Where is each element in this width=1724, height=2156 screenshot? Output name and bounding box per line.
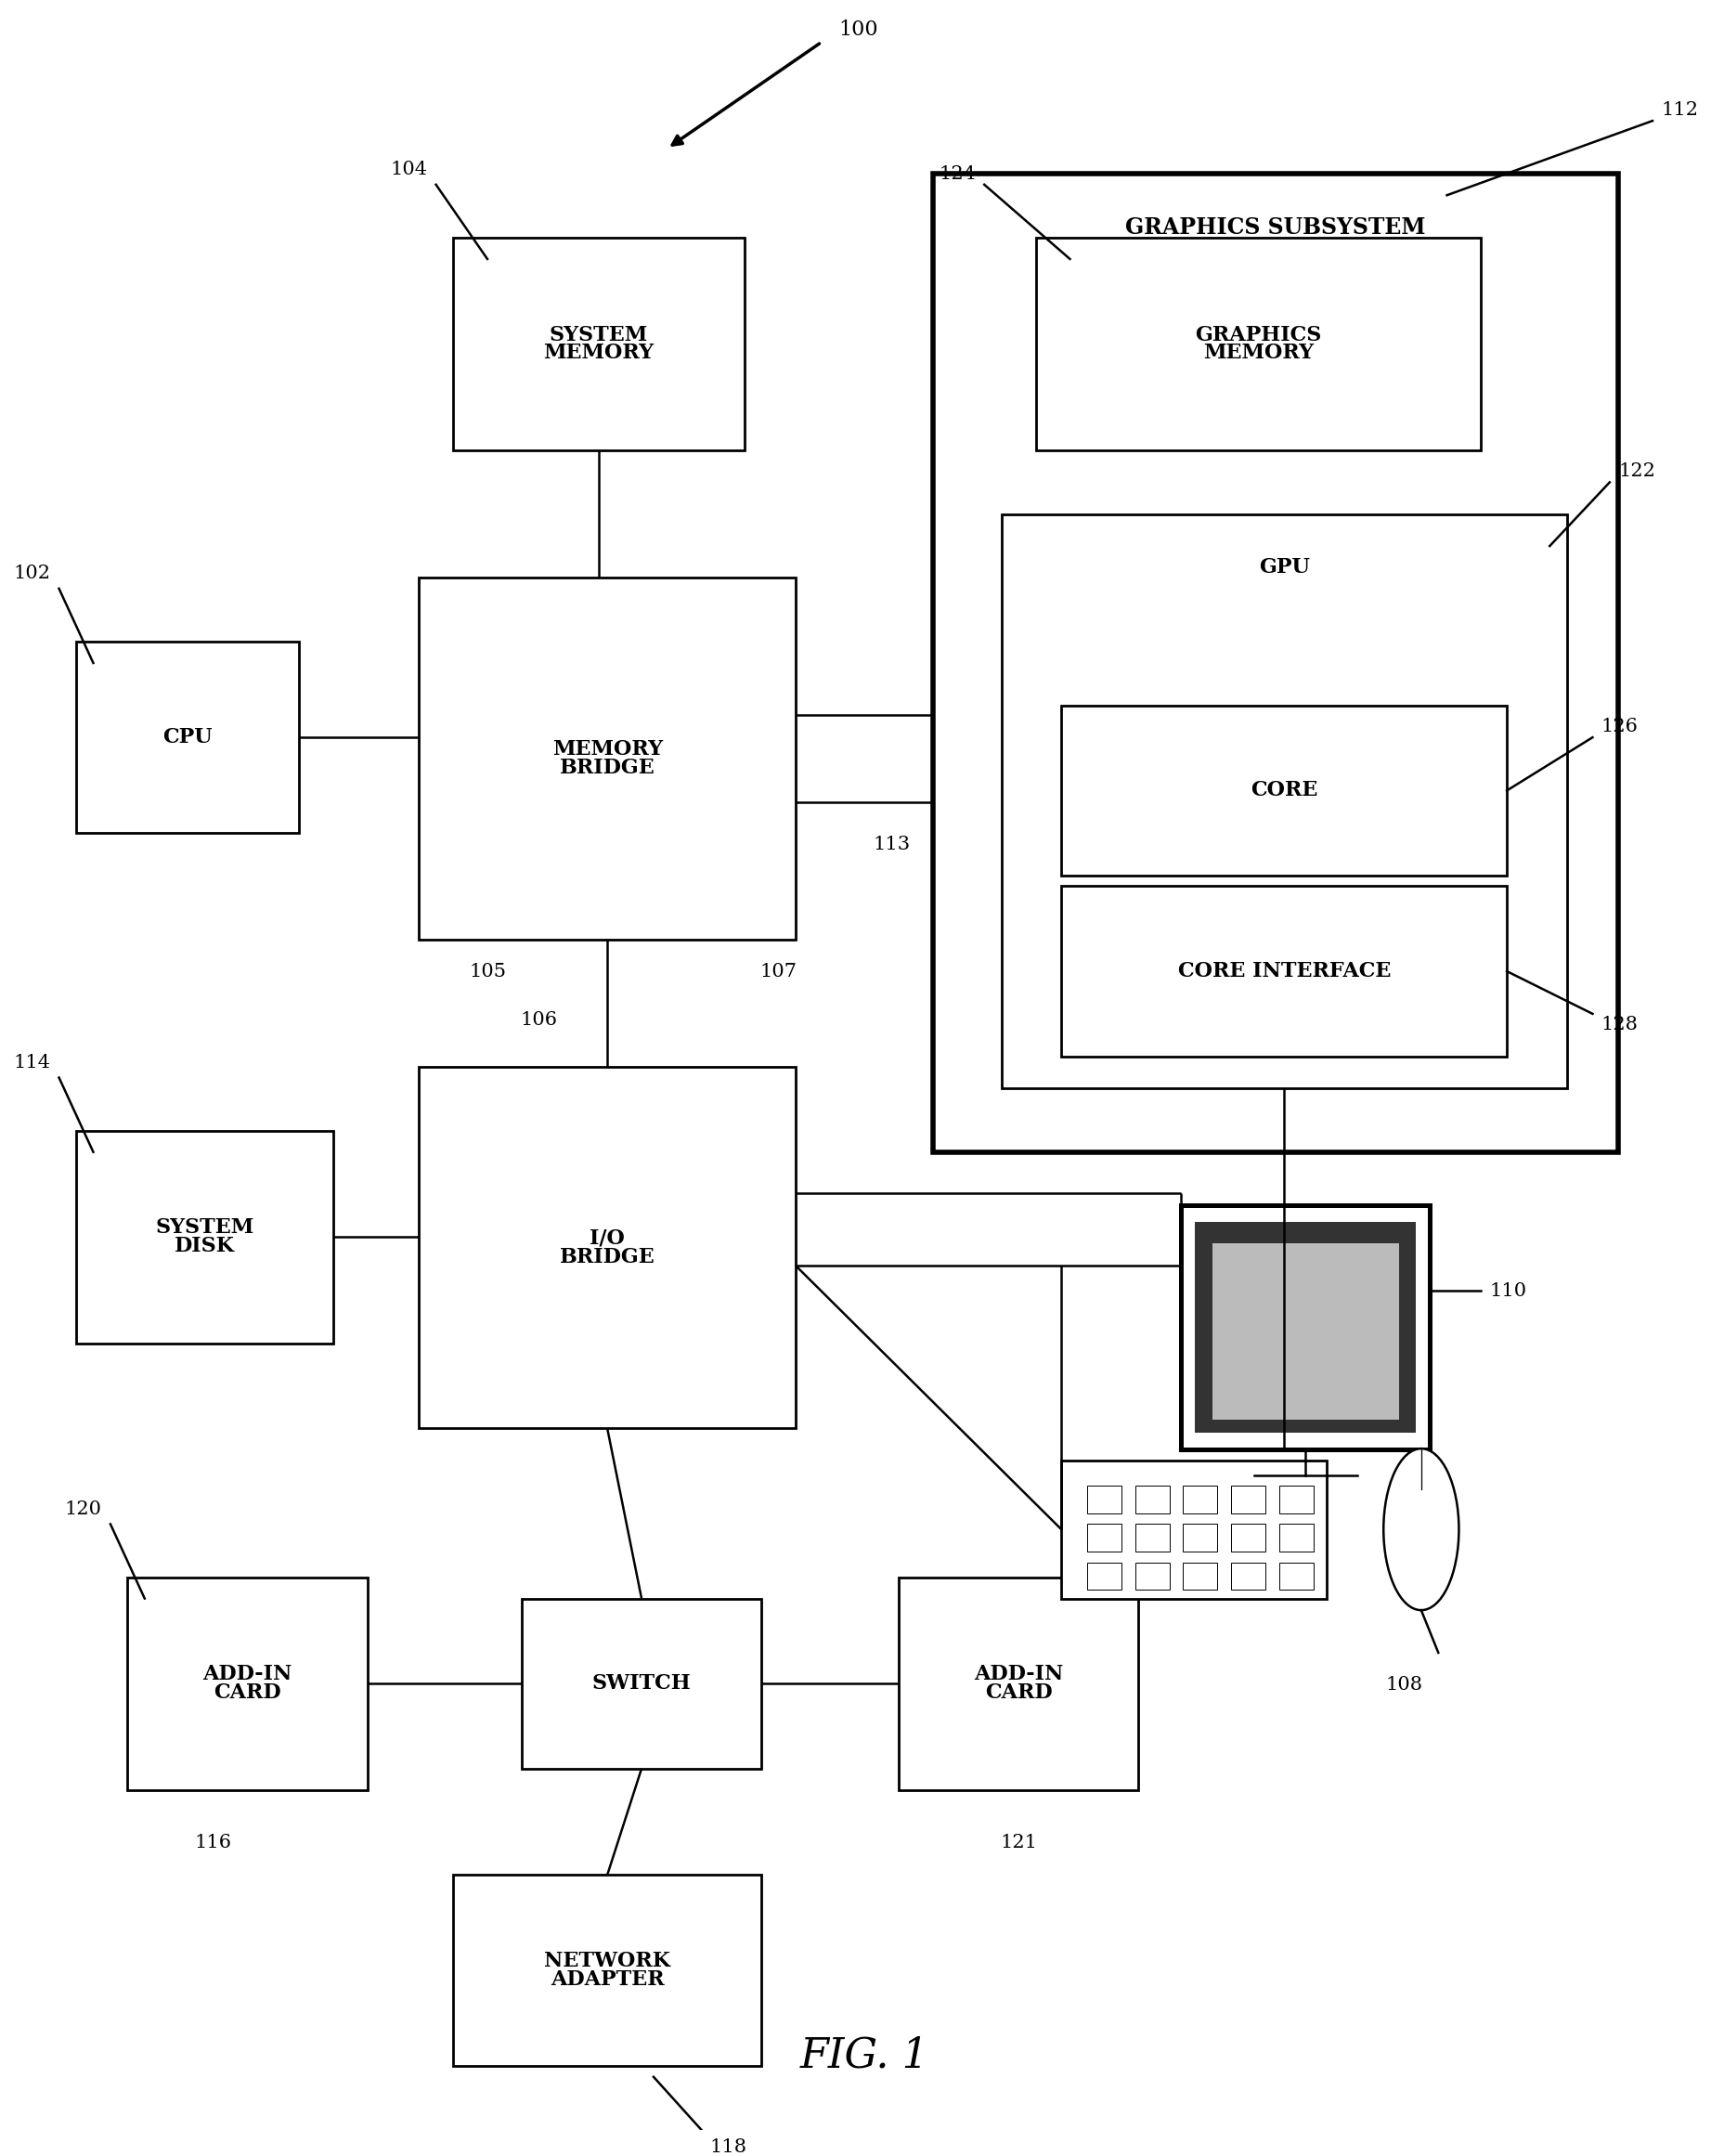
Bar	[1277, 1485, 1312, 1514]
Text: CORE INTERFACE: CORE INTERFACE	[1177, 962, 1390, 981]
Text: BRIDGE: BRIDGE	[559, 1246, 655, 1268]
Text: I/O: I/O	[590, 1229, 624, 1248]
Text: SYSTEM: SYSTEM	[550, 326, 648, 345]
Bar	[1183, 1524, 1217, 1552]
Text: BRIDGE: BRIDGE	[559, 757, 655, 778]
Text: GRAPHICS SUBSYSTEM: GRAPHICS SUBSYSTEM	[1124, 216, 1426, 239]
Bar	[1183, 1485, 1217, 1514]
Ellipse shape	[1383, 1449, 1459, 1611]
Bar	[1231, 1524, 1265, 1552]
Bar	[419, 578, 795, 940]
Text: 107: 107	[760, 962, 796, 981]
Text: ADD-IN: ADD-IN	[203, 1664, 291, 1684]
Text: 108: 108	[1384, 1675, 1422, 1692]
Text: CARD: CARD	[984, 1682, 1052, 1703]
Bar	[1277, 1524, 1312, 1552]
Bar	[1231, 1485, 1265, 1514]
Bar	[521, 1598, 760, 1768]
Bar	[1134, 1524, 1169, 1552]
Bar	[419, 1067, 795, 1429]
Text: SYSTEM: SYSTEM	[155, 1218, 253, 1238]
Bar	[933, 175, 1617, 1151]
Bar	[1060, 886, 1507, 1056]
Text: 128: 128	[1600, 1015, 1638, 1033]
Bar	[453, 237, 745, 451]
Bar	[1212, 1244, 1398, 1419]
Text: 104: 104	[390, 162, 428, 179]
Bar	[1002, 513, 1565, 1089]
Bar	[76, 1130, 333, 1343]
Bar	[1060, 705, 1507, 875]
Text: CORE: CORE	[1250, 780, 1317, 800]
Bar	[76, 642, 298, 832]
Text: CARD: CARD	[214, 1682, 281, 1703]
Bar	[1183, 1563, 1217, 1589]
Text: MEMORY: MEMORY	[552, 740, 662, 759]
Bar	[453, 1876, 760, 2065]
Text: 112: 112	[1660, 101, 1698, 119]
Text: GPU: GPU	[1259, 556, 1309, 578]
Text: 105: 105	[469, 962, 505, 981]
Bar	[898, 1578, 1138, 1789]
Text: 114: 114	[14, 1054, 50, 1072]
Text: 124: 124	[938, 166, 976, 183]
Bar	[1086, 1485, 1121, 1514]
Text: SWITCH: SWITCH	[591, 1673, 691, 1695]
Text: 106: 106	[521, 1011, 557, 1028]
Text: CPU: CPU	[162, 727, 212, 748]
Text: MEMORY: MEMORY	[543, 343, 653, 364]
Bar	[1034, 237, 1481, 451]
Text: 113: 113	[872, 837, 910, 854]
Bar	[1277, 1563, 1312, 1589]
Bar	[1134, 1485, 1169, 1514]
Text: NETWORK: NETWORK	[543, 1951, 671, 1971]
Text: 122: 122	[1617, 464, 1655, 481]
Text: 102: 102	[14, 565, 50, 582]
Bar	[1134, 1563, 1169, 1589]
Text: 126: 126	[1600, 718, 1638, 735]
Text: ADAPTER: ADAPTER	[550, 1971, 664, 1990]
Text: MEMORY: MEMORY	[1203, 343, 1314, 364]
Text: 120: 120	[66, 1501, 102, 1518]
Text: ADD-IN: ADD-IN	[974, 1664, 1062, 1684]
Bar	[128, 1578, 367, 1789]
Text: 116: 116	[195, 1835, 231, 1852]
Bar	[1060, 1460, 1326, 1598]
Text: FIG. 1: FIG. 1	[800, 2035, 928, 2076]
Bar	[1086, 1524, 1121, 1552]
Text: DISK: DISK	[174, 1235, 234, 1257]
Bar	[1231, 1563, 1265, 1589]
Text: 121: 121	[1000, 1835, 1036, 1852]
Text: 100: 100	[838, 19, 878, 39]
Bar	[1195, 1222, 1415, 1432]
Bar	[1086, 1563, 1121, 1589]
Text: 110: 110	[1490, 1283, 1526, 1300]
Text: GRAPHICS: GRAPHICS	[1195, 326, 1321, 345]
Text: 118: 118	[710, 2139, 746, 2156]
Bar	[1181, 1205, 1429, 1449]
